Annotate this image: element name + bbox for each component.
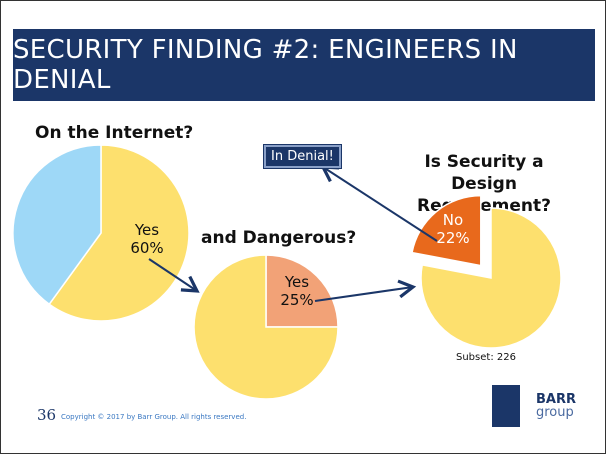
pie3-slice-1 xyxy=(411,194,482,267)
logo-mark xyxy=(492,385,520,427)
arrow-to-in-denial xyxy=(320,165,438,242)
pie1-slice-1 xyxy=(48,144,190,322)
slide-title: SECURITY FINDING #2: ENGINEERS IN DENIAL xyxy=(13,29,595,101)
arrow-internet-to-dangerous xyxy=(148,258,200,293)
pie2-slice-1 xyxy=(265,254,339,328)
logo-text-1: BARR xyxy=(536,392,576,407)
logo-text-2: group xyxy=(536,405,574,420)
pie3-slice-2 xyxy=(420,207,562,349)
pie3-label-no: No xyxy=(443,211,463,229)
pie1-slice-2 xyxy=(12,144,102,306)
pie2-slice-2 xyxy=(193,254,339,400)
question-dangerous: and Dangerous? xyxy=(201,228,357,248)
page-number: 36 xyxy=(37,406,57,424)
question-internet: On the Internet? xyxy=(35,123,194,143)
pie1-label-yes: Yes xyxy=(134,221,159,239)
subset-note: Subset: 226 xyxy=(456,352,516,363)
question-line-1: Is Security a Design xyxy=(424,152,544,194)
pie3-label-pct: 22% xyxy=(436,229,469,247)
pie2-label-pct: 25% xyxy=(280,291,313,309)
barr-group-logo: BARR group xyxy=(492,385,592,429)
pie2-label-yes: Yes xyxy=(284,273,309,291)
in-denial-callout: In Denial! xyxy=(263,144,342,169)
pie1-label-pct: 60% xyxy=(130,239,163,257)
arrow-dangerous-to-design xyxy=(314,279,417,302)
copyright: Copyright © 2017 by Barr Group. All righ… xyxy=(61,413,247,421)
